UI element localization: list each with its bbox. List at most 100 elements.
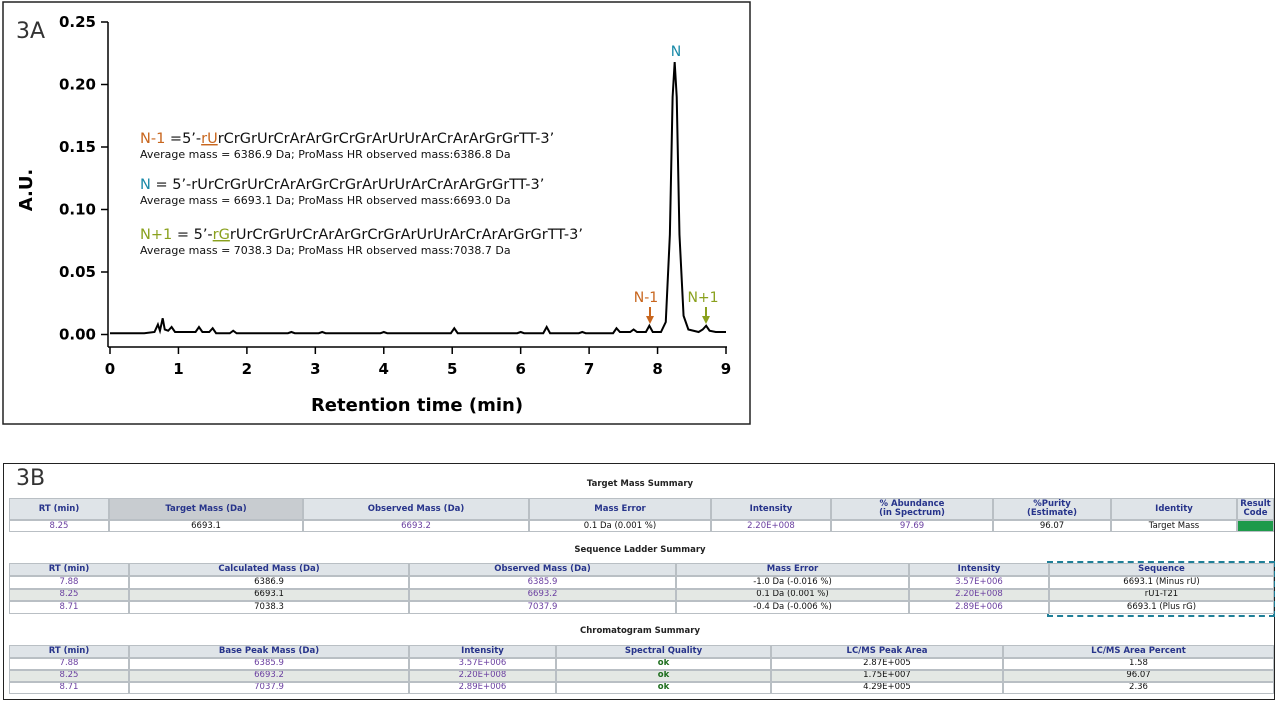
sequence-part: rUrCrGrUrCrArArGrCrGrArUrUrArCrArArGrGrT… xyxy=(230,227,583,243)
sequence-part: rU xyxy=(201,131,218,147)
sequence-part: N xyxy=(140,177,151,193)
cell: rU1-T21 xyxy=(1049,588,1274,601)
cell: ok xyxy=(556,657,771,670)
cell: 7.88 xyxy=(9,576,129,589)
cell: 6385.9 xyxy=(409,576,676,589)
cell: 7037.9 xyxy=(129,681,409,695)
header-cell: RT (min) xyxy=(9,563,129,576)
header-cell: Observed Mass (Da) xyxy=(303,498,529,520)
cell: 1.58 xyxy=(1003,657,1274,670)
y-tick-label: 0.20 xyxy=(59,76,96,94)
cell: 7037.9 xyxy=(409,601,676,614)
cell: Target Mass xyxy=(1111,520,1237,532)
header-cell: LC/MS Peak Area xyxy=(771,645,1003,658)
panel-label: 3B xyxy=(16,466,46,491)
cell: 6693.1 xyxy=(129,588,409,601)
cell: 6693.1 (Plus rG) xyxy=(1049,601,1274,614)
cell: 6693.1 (Minus rU) xyxy=(1049,576,1274,589)
cell: 0.1 Da (0.001 %) xyxy=(529,520,711,532)
header-cell: Intensity xyxy=(909,563,1049,576)
cell: 2.87E+005 xyxy=(771,657,1003,670)
cell: 6385.9 xyxy=(129,657,409,670)
cell: 8.71 xyxy=(9,601,129,614)
cell: 6693.2 xyxy=(409,588,676,601)
y-tick-label: 0.10 xyxy=(59,201,96,219)
sequence-part: N-1 xyxy=(140,131,165,147)
sequence-part: =5’- xyxy=(165,131,201,147)
cell: -1.0 Da (-0.016 %) xyxy=(676,576,909,589)
x-tick-label: 4 xyxy=(379,360,389,378)
x-tick-label: 2 xyxy=(242,360,252,378)
peak-label: N-1 xyxy=(634,290,658,306)
cell: 6386.9 xyxy=(129,576,409,589)
header-cell: Sequence xyxy=(1049,563,1274,576)
table-title: Chromatogram Summary xyxy=(579,626,700,636)
header-cell: Identity xyxy=(1111,498,1237,520)
arrow-head xyxy=(702,316,710,324)
cell: 8.25 xyxy=(9,669,129,682)
table-title: Target Mass Summary xyxy=(586,479,694,489)
trace xyxy=(110,61,726,335)
cell: 96.07 xyxy=(993,520,1111,532)
sequence-part: rCrGrUrCrArArGrCrGrArUrUrArCrArArGrGrTT-… xyxy=(218,131,555,147)
x-tick-label: 0 xyxy=(105,360,115,378)
header-cell: Target Mass (Da) xyxy=(109,498,303,520)
panel-label: 3A xyxy=(16,19,45,44)
cell: -0.4 Da (-0.006 %) xyxy=(676,601,909,614)
peak-label: N+1 xyxy=(687,290,718,306)
cell: ok xyxy=(556,681,771,695)
cell: 1.75E+007 xyxy=(771,669,1003,682)
chart-frame xyxy=(2,1,751,425)
cell: 6693.1 xyxy=(109,520,303,532)
sequence: N+1 = 5’-rGrUrCrGrUrCrArArGrCrGrArUrUrAr… xyxy=(140,227,583,243)
cell: 2.20E+008 xyxy=(409,669,556,682)
cell: 6693.2 xyxy=(129,669,409,682)
cell: 2.89E+006 xyxy=(909,601,1049,614)
cell: 2.20E+008 xyxy=(909,588,1049,601)
header-cell: Spectral Quality xyxy=(556,645,771,658)
table-title: Sequence Ladder Summary xyxy=(574,545,706,555)
arrow-head xyxy=(646,316,654,324)
header-cell: Mass Error xyxy=(676,563,909,576)
chart: 3A Retention time (min) A.U. 0 1 2 3 4 5 6 7 8 9 0… xyxy=(2,1,751,425)
header-cell: RT (min) xyxy=(9,645,129,658)
sequence-part: = 5’- xyxy=(172,227,212,243)
header-cell: % Abundance (in Spectrum) xyxy=(831,498,993,520)
cell: 96.07 xyxy=(1003,669,1274,682)
y-tick-label: 0.15 xyxy=(59,138,96,156)
cell: 6693.2 xyxy=(303,520,529,532)
cell: 8.25 xyxy=(9,588,129,601)
cell: 2.36 xyxy=(1003,681,1274,695)
header-cell: %Purity (Estimate) xyxy=(993,498,1111,520)
x-tick-label: 7 xyxy=(584,360,594,378)
header-cell: LC/MS Area Percent xyxy=(1003,645,1274,658)
cell: 0.1 Da (0.001 %) xyxy=(676,588,909,601)
x-tick-label: 5 xyxy=(447,360,457,378)
result-code xyxy=(1237,520,1274,532)
header-cell: Calculated Mass (Da) xyxy=(129,563,409,576)
cell: 8.25 xyxy=(9,520,109,532)
x-tick-label: 8 xyxy=(652,360,662,378)
mass-note: Average mass = 6693.1 Da; ProMass HR obs… xyxy=(140,194,511,207)
cell: ok xyxy=(556,669,771,682)
y-tick-label: 0.00 xyxy=(59,326,96,344)
x-axis-label: Retention time (min) xyxy=(311,395,523,416)
y-axis-label: A.U. xyxy=(16,169,37,212)
header-cell: RT (min) xyxy=(9,498,109,520)
sequence: N = 5’-rUrCrGrUrCrArArGrCrGrArUrUrArCrAr… xyxy=(140,177,544,193)
header-cell: Intensity xyxy=(711,498,831,520)
mass-note: Average mass = 6386.9 Da; ProMass HR obs… xyxy=(140,148,511,161)
header-cell: Result Code xyxy=(1237,498,1274,520)
peak-label: N xyxy=(671,44,681,60)
sequence-part: N+1 xyxy=(140,227,172,243)
header-cell: Base Peak Mass (Da) xyxy=(129,645,409,658)
cell: 7038.3 xyxy=(129,601,409,614)
cell: 7.88 xyxy=(9,657,129,670)
y-tick-label: 0.05 xyxy=(59,263,96,281)
sequence: N-1 =5’-rUrCrGrUrCrArArGrCrGrArUrUrArCrA… xyxy=(140,131,554,147)
cell: 4.29E+005 xyxy=(771,681,1003,695)
x-tick-label: 6 xyxy=(515,360,525,378)
header-cell: Mass Error xyxy=(529,498,711,520)
sequence-part: rG xyxy=(213,227,230,243)
